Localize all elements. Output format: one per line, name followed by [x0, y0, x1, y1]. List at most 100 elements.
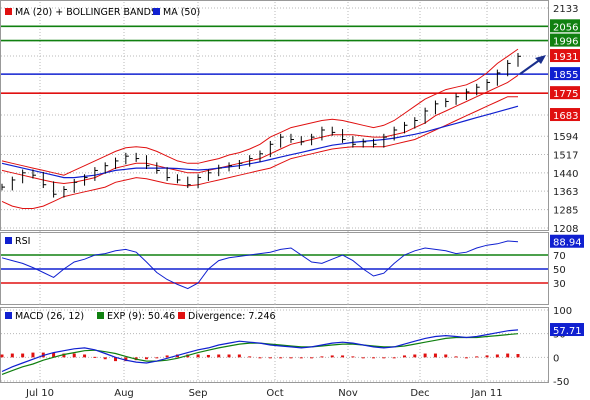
divergence-bar — [93, 356, 97, 358]
legend-divergence: Divergence: 7.246 — [188, 311, 276, 322]
divergence-bar — [114, 357, 118, 362]
divergence-bar — [196, 354, 200, 358]
macd-legend: MACD (26, 12) EXP (9): 50.46 Divergence:… — [5, 311, 276, 322]
x-tick-label: Dec — [410, 388, 429, 399]
macd-line — [1, 329, 519, 373]
divergence-bar — [392, 357, 396, 359]
divergence-bar — [454, 356, 458, 358]
price-tag-box — [550, 67, 580, 81]
legend-swatch-divergence — [178, 312, 185, 319]
x-tick-label: Jan 11 — [470, 388, 502, 399]
legend-ma50: MA (50) — [163, 7, 200, 18]
divergence-bar — [495, 354, 499, 358]
divergence-bar — [341, 355, 345, 358]
divergence-bar — [62, 353, 66, 358]
rsi-tick-label: 50 — [553, 265, 566, 276]
divergence-bar — [83, 354, 87, 358]
divergence-bar — [103, 357, 107, 360]
x-tick-label: Aug — [114, 388, 134, 399]
divergence-bar — [361, 357, 365, 359]
macd-value-label: 57.71 — [553, 326, 582, 337]
bollinger-upper-line — [1, 48, 519, 176]
series-layer — [0, 48, 520, 375]
legend-swatch-ma20 — [5, 8, 12, 15]
price-tag-box — [550, 33, 580, 47]
y-tick-label: 1517 — [553, 151, 578, 162]
macd-value-box — [550, 323, 584, 337]
y-tick-label: 1285 — [553, 206, 578, 217]
y-tick-label: 1208 — [553, 224, 578, 235]
price-tag-label: 1683 — [553, 111, 578, 122]
divergence-bar — [124, 357, 128, 362]
legend-macd: MACD (26, 12) — [15, 311, 84, 322]
rsi-value-label: 88.94 — [553, 238, 582, 249]
divergence-bar — [165, 355, 169, 358]
divergence-bar — [330, 355, 334, 358]
x-tick-label: Sep — [189, 388, 208, 399]
price-tag-box — [550, 108, 580, 122]
divergence-bar — [485, 355, 489, 358]
divergence-bar — [351, 356, 355, 358]
divergence-bar — [72, 353, 76, 358]
y-tick-label: 1594 — [553, 132, 578, 143]
divergence-bar — [31, 352, 35, 358]
price-legend: MA (20) + BOLLINGER BANDS MA (50) — [5, 7, 200, 18]
divergence-bar — [413, 354, 417, 358]
price-tag-label: 1996 — [553, 37, 578, 48]
rsi-legend: RSI — [5, 236, 30, 247]
divergence-bar — [299, 357, 303, 359]
divergence-bar — [506, 353, 510, 358]
macd-tick-label: -50 — [553, 377, 569, 388]
candle-layer — [1, 52, 521, 198]
legend-rsi: RSI — [15, 236, 30, 247]
macd-tick-label: 100 — [553, 306, 572, 317]
legend-ma20: MA (20) + BOLLINGER BANDS — [15, 7, 157, 18]
divergence-bar — [372, 357, 376, 359]
y-tick-label: 1363 — [553, 187, 578, 198]
divergence-bar — [268, 357, 272, 359]
rsi-value-box — [550, 234, 584, 248]
divergence-bar — [279, 357, 283, 359]
price-tag-box — [550, 86, 580, 100]
divergence-bar — [423, 353, 427, 358]
divergence-bar — [310, 357, 314, 359]
rsi-tick-label: 70 — [553, 251, 566, 262]
divergence-bar — [237, 354, 241, 358]
divergence-bar — [248, 356, 252, 358]
ma50-line — [1, 105, 519, 179]
y-tick-label: 2133 — [553, 4, 578, 15]
price-tag-label: 1931 — [553, 52, 578, 63]
divergence-bar — [21, 353, 25, 358]
price-tag-label: 2056 — [553, 22, 578, 33]
divergence-bar — [402, 355, 406, 358]
divergence-bar — [433, 353, 437, 358]
y-tick-label: 1440 — [553, 169, 578, 180]
x-tick-label: Nov — [338, 388, 358, 399]
rsi-tick-label: 30 — [553, 279, 566, 290]
divergence-bar — [516, 354, 520, 358]
legend-swatch-macd — [5, 312, 12, 319]
divergence-bar — [464, 357, 468, 359]
divergence-bar — [217, 354, 221, 358]
bollinger-lower-line — [1, 96, 518, 209]
divergence-bar — [0, 354, 4, 358]
price-tag-label: 1775 — [553, 89, 578, 100]
level-lines — [1, 25, 548, 284]
legend-swatch-ma50 — [153, 8, 160, 15]
divergence-bar — [227, 354, 231, 358]
x-tick-label: Oct — [266, 388, 283, 399]
price-tag-label: 1855 — [553, 70, 578, 81]
divergence-bar — [382, 357, 386, 359]
legend-swatch-exp — [97, 312, 104, 319]
divergence-bar — [320, 356, 324, 358]
divergence-bar — [155, 357, 159, 359]
macd-tick-label: 0 — [553, 353, 559, 364]
divergence-bar — [475, 356, 479, 358]
legend-exp: EXP (9): 50.46 — [107, 311, 175, 322]
x-tick-label: Jul 10 — [25, 388, 54, 399]
trend-arrow — [519, 55, 546, 75]
rsi-line — [1, 240, 519, 290]
legend-swatch-rsi — [5, 237, 12, 244]
value-tags: 2056 1996 1931 1855 1775 1683 88.94 57.71 — [550, 19, 584, 337]
